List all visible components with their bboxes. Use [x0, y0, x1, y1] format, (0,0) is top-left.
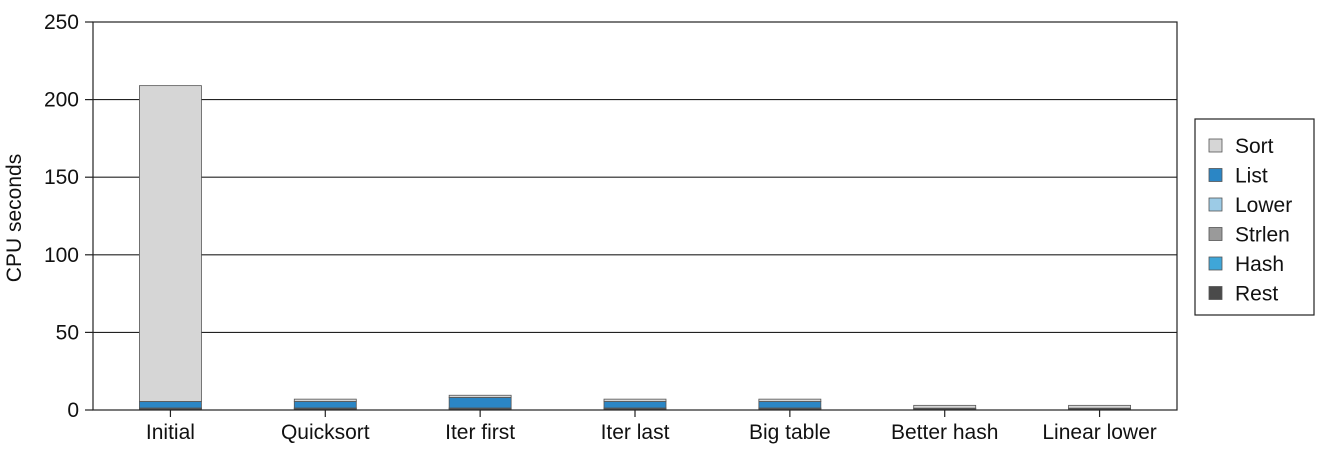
x-axis-ticks: Initial Quicksort Iter first Iter last Big t…	[146, 410, 1157, 444]
y-tick-label: 100	[44, 244, 79, 267]
bar-stack	[759, 399, 821, 410]
bar-segment-sort	[139, 86, 201, 402]
legend-label: List	[1235, 165, 1268, 188]
x-tick-label: Initial	[146, 421, 195, 444]
legend-label: Rest	[1235, 283, 1278, 306]
legend-label: Strlen	[1235, 224, 1290, 247]
legend: Sort List Lower Strlen Hash Rest	[1195, 119, 1314, 315]
legend-swatch	[1209, 198, 1222, 211]
y-tick-label: 150	[44, 166, 79, 189]
bar-segment-sort	[294, 399, 356, 401]
bar-stack	[449, 395, 511, 410]
bar-segment-sort	[1069, 405, 1131, 408]
bar-segment-list	[759, 401, 821, 408]
legend-swatch	[1209, 287, 1222, 300]
legend-label: Sort	[1235, 135, 1274, 158]
y-tick-label: 250	[44, 11, 79, 34]
bar-segment-list	[294, 401, 356, 408]
bar-stack	[1069, 405, 1131, 410]
bars	[139, 86, 1130, 410]
x-tick-label: Better hash	[891, 421, 998, 444]
bar-segment-sort	[604, 399, 666, 401]
y-tick-label: 200	[44, 89, 79, 112]
plot-frame	[93, 22, 1177, 410]
bar-segment-sort	[759, 399, 821, 401]
legend-swatch	[1209, 228, 1222, 241]
y-axis-label: CPU seconds	[3, 154, 26, 282]
x-tick-label: Iter last	[601, 421, 670, 444]
x-tick-label: Quicksort	[281, 421, 370, 444]
bar-stack	[294, 399, 356, 410]
gridlines	[93, 100, 1177, 333]
x-tick-label: Big table	[749, 421, 831, 444]
bar-segment-list	[139, 401, 201, 408]
bar-stack	[139, 86, 201, 410]
legend-swatch	[1209, 169, 1222, 182]
bar-segment-sort	[914, 405, 976, 408]
bar-segment-sort	[449, 395, 511, 397]
bar-segment-list	[449, 397, 511, 408]
y-tick-label: 0	[67, 399, 79, 422]
y-axis-ticks: 0 50 100 150 200 250	[44, 11, 93, 422]
x-tick-label: Linear lower	[1042, 421, 1156, 444]
legend-swatch	[1209, 139, 1222, 152]
bar-stack	[914, 405, 976, 410]
bar-stack	[604, 399, 666, 410]
legend-label: Lower	[1235, 194, 1292, 217]
y-tick-label: 50	[56, 321, 79, 344]
x-tick-label: Iter first	[445, 421, 515, 444]
bar-segment-list	[604, 401, 666, 408]
legend-swatch	[1209, 257, 1222, 270]
legend-label: Hash	[1235, 253, 1284, 276]
